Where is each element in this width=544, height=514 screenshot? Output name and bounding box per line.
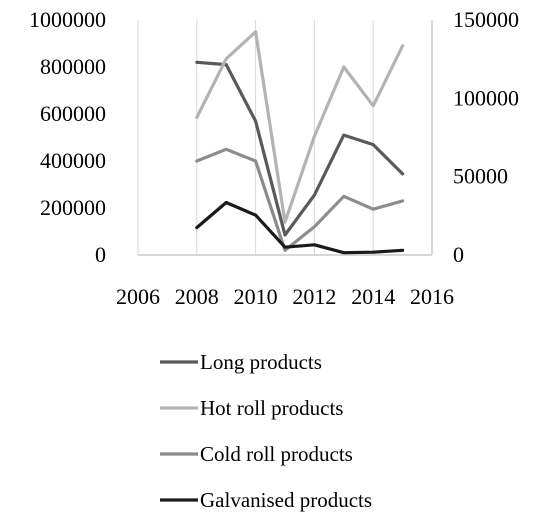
x-tick-label: 2010 [234,284,278,309]
legend-label: Cold roll products [200,442,353,466]
left-tick-label: 600000 [40,101,106,126]
legend-item-long-products: Long products [160,350,322,374]
left-tick-label: 400000 [40,148,106,173]
legend-item-hot-roll-products: Hot roll products [160,396,343,420]
series-line-galvanised-products [195,200,405,255]
left-tick-label: 200000 [40,195,106,220]
x-tick-label: 2006 [116,284,160,309]
right-tick-label: 50000 [453,164,508,189]
legend-label: Hot roll products [200,396,343,420]
x-tick-label: 2014 [351,284,395,309]
right-tick-label: 150000 [453,7,519,32]
legend-item-cold-roll-products: Cold roll products [160,442,353,466]
left-tick-label: 0 [95,242,106,267]
right-axis-tick-labels: 0 50000 100000 150000 [453,7,519,267]
series-line-long-products [195,60,405,237]
legend-label: Galvanised products [200,488,372,512]
left-tick-label: 800000 [40,54,106,79]
chart-axes [138,20,433,256]
chart-legend: Long products Hot roll products Cold roll … [160,350,372,512]
x-tick-label: 2016 [410,284,454,309]
left-tick-label: 1000000 [29,7,106,32]
legend-label: Long products [200,350,322,374]
series-lines [195,30,405,255]
x-tick-label: 2008 [175,284,219,309]
x-axis-tick-labels: 2006 2008 2010 2012 2014 2016 [116,284,454,309]
legend-item-galvanised-products: Galvanised products [160,488,372,512]
series-line-hot-roll-products [195,30,405,224]
right-tick-label: 0 [453,242,464,267]
x-tick-label: 2012 [292,284,336,309]
right-tick-label: 100000 [453,85,519,110]
left-axis-tick-labels: 0 200000 400000 600000 800000 1000000 [29,7,106,267]
series-line-cold-roll-products [195,147,405,252]
